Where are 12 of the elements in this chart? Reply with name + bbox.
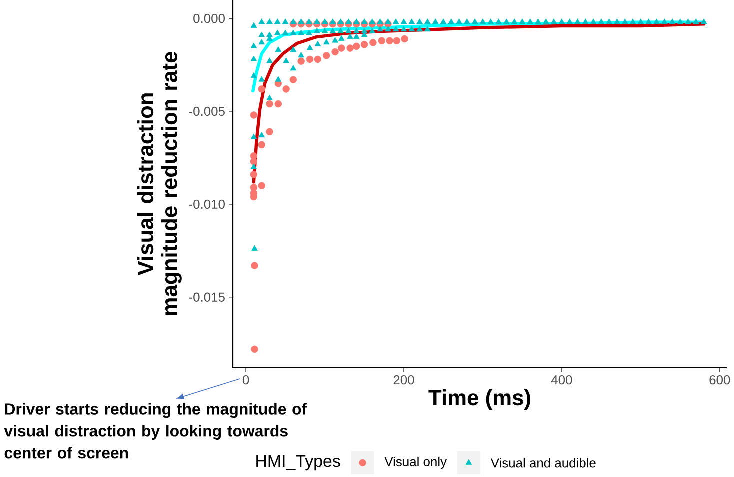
x-tick-label: 0 — [242, 376, 250, 385]
y-tick-label: -0.010 — [189, 200, 225, 210]
x-tick-label: 600 — [710, 376, 730, 385]
y-tick-label: 0.000 — [194, 14, 225, 24]
y-axis-title: Visual distraction magnitude reduction rate — [137, 52, 182, 316]
legend-label: Visual only — [384, 456, 448, 470]
x-axis-title: Time (ms) — [428, 390, 530, 410]
legend-label: Visual and audible — [490, 458, 596, 468]
x-tick-label: 400 — [551, 376, 572, 385]
y-tick-label: -0.005 — [189, 106, 225, 116]
y-tick-label: -0.015 — [189, 292, 225, 302]
x-tick-label: 200 — [394, 376, 414, 385]
